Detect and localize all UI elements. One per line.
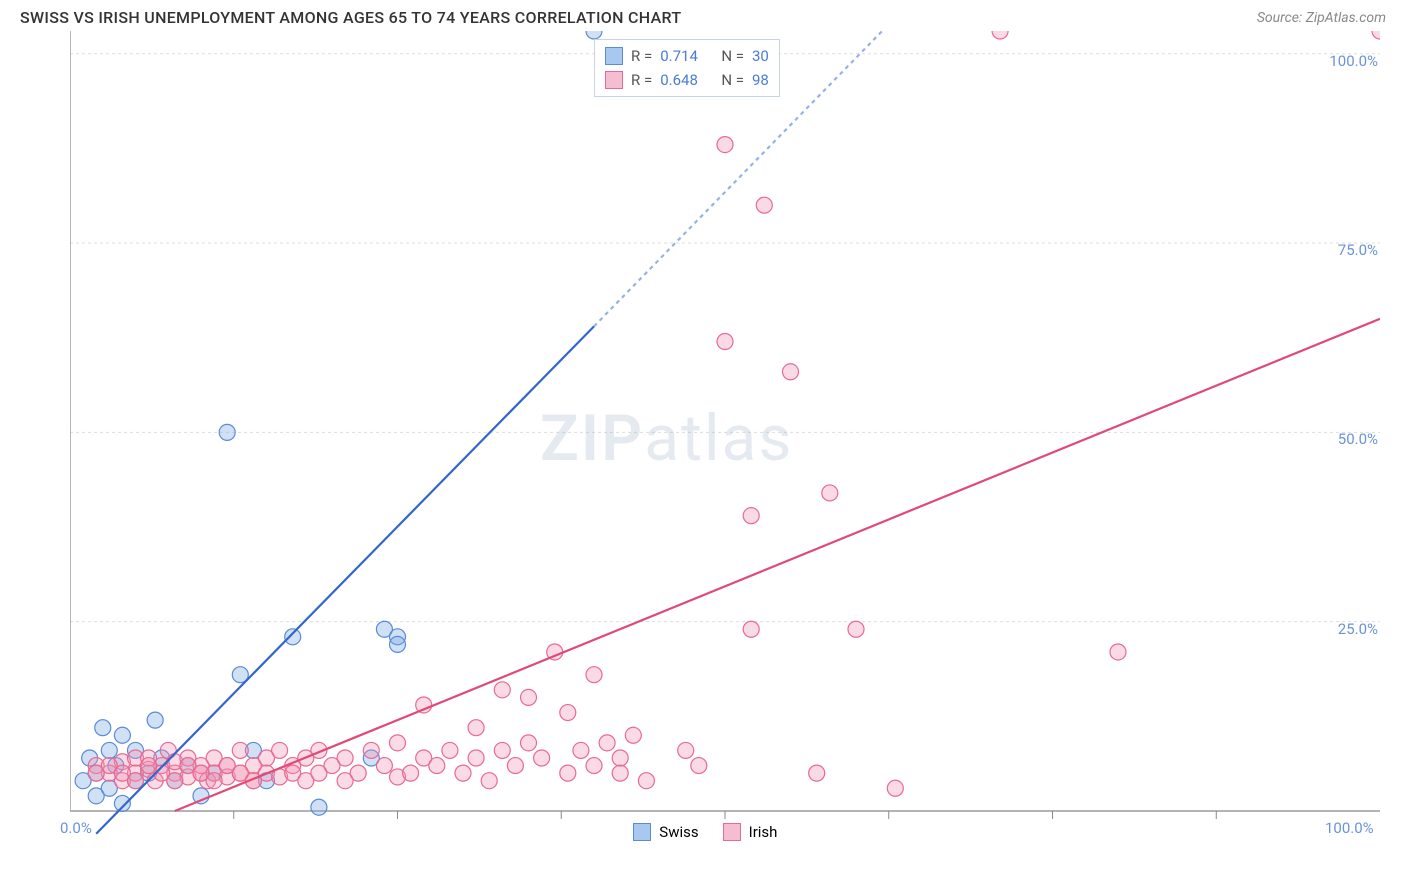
data-point xyxy=(586,31,602,39)
legend-item: Swiss xyxy=(633,823,698,841)
data-point xyxy=(507,758,523,774)
data-point xyxy=(206,773,222,789)
r-value: 0.648 xyxy=(660,68,698,92)
data-point xyxy=(691,758,707,774)
data-point xyxy=(992,31,1008,39)
data-point xyxy=(717,137,733,153)
data-point xyxy=(114,727,130,743)
data-point xyxy=(337,750,353,766)
data-point xyxy=(586,758,602,774)
data-point xyxy=(390,735,406,751)
data-point xyxy=(219,424,235,440)
data-point xyxy=(114,795,130,811)
data-point xyxy=(534,750,550,766)
data-point xyxy=(481,773,497,789)
data-point xyxy=(442,742,458,758)
data-point xyxy=(468,720,484,736)
n-value: 30 xyxy=(752,44,769,68)
trend-line xyxy=(175,319,1380,811)
y-tick-label: 50.0% xyxy=(1338,430,1378,448)
data-point xyxy=(783,364,799,380)
data-point xyxy=(521,689,537,705)
n-label: N = xyxy=(721,68,744,92)
series-legend: Swiss Irish xyxy=(633,823,777,841)
data-point xyxy=(560,765,576,781)
data-point xyxy=(586,667,602,683)
data-point xyxy=(612,765,628,781)
correlation-legend: R = 0.714 N = 30 R = 0.648 N = 98 xyxy=(594,39,780,97)
data-point xyxy=(573,742,589,758)
data-point xyxy=(743,508,759,524)
data-point xyxy=(272,742,288,758)
legend-stat-row: R = 0.714 N = 30 xyxy=(605,44,769,68)
data-point xyxy=(887,780,903,796)
n-value: 98 xyxy=(752,68,769,92)
scatter-plot xyxy=(70,31,1380,836)
data-point xyxy=(390,636,406,652)
data-point xyxy=(429,758,445,774)
data-point xyxy=(678,742,694,758)
chart-title: SWISS VS IRISH UNEMPLOYMENT AMONG AGES 6… xyxy=(20,8,681,27)
legend-label: Irish xyxy=(749,823,778,841)
y-tick-label: 75.0% xyxy=(1338,241,1378,259)
data-point xyxy=(638,773,654,789)
data-point xyxy=(521,735,537,751)
legend-stat-row: R = 0.648 N = 98 xyxy=(605,68,769,92)
x-tick-label: 0.0% xyxy=(60,819,92,837)
legend-label: Swiss xyxy=(659,823,698,841)
legend-swatch xyxy=(605,71,623,89)
data-point xyxy=(848,621,864,637)
data-point xyxy=(101,742,117,758)
source-attribution: Source: ZipAtlas.com xyxy=(1257,10,1386,26)
data-point xyxy=(403,765,419,781)
y-tick-label: 100.0% xyxy=(1329,52,1378,70)
data-point xyxy=(494,682,510,698)
data-point xyxy=(822,485,838,501)
data-point xyxy=(350,765,366,781)
data-point xyxy=(1110,644,1126,660)
r-value: 0.714 xyxy=(660,44,698,68)
legend-swatch xyxy=(633,823,651,841)
data-point xyxy=(1372,31,1380,39)
data-point xyxy=(147,712,163,728)
data-point xyxy=(625,727,641,743)
n-label: N = xyxy=(721,44,744,68)
r-label: R = xyxy=(631,68,652,92)
data-point xyxy=(95,720,111,736)
legend-item: Irish xyxy=(723,823,778,841)
x-tick-label: 100.0% xyxy=(1325,819,1374,837)
data-point xyxy=(232,742,248,758)
data-point xyxy=(743,621,759,637)
legend-swatch xyxy=(723,823,741,841)
data-point xyxy=(455,765,471,781)
data-point xyxy=(717,333,733,349)
data-point xyxy=(612,750,628,766)
data-point xyxy=(285,629,301,645)
data-point xyxy=(376,758,392,774)
data-point xyxy=(128,773,144,789)
data-point xyxy=(599,735,615,751)
data-point xyxy=(809,765,825,781)
y-tick-label: 25.0% xyxy=(1338,620,1378,638)
data-point xyxy=(468,750,484,766)
r-label: R = xyxy=(631,44,652,68)
data-point xyxy=(494,742,510,758)
data-point xyxy=(560,705,576,721)
data-point xyxy=(311,799,327,815)
data-point xyxy=(363,742,379,758)
data-point xyxy=(167,773,183,789)
data-point xyxy=(756,197,772,213)
legend-swatch xyxy=(605,47,623,65)
